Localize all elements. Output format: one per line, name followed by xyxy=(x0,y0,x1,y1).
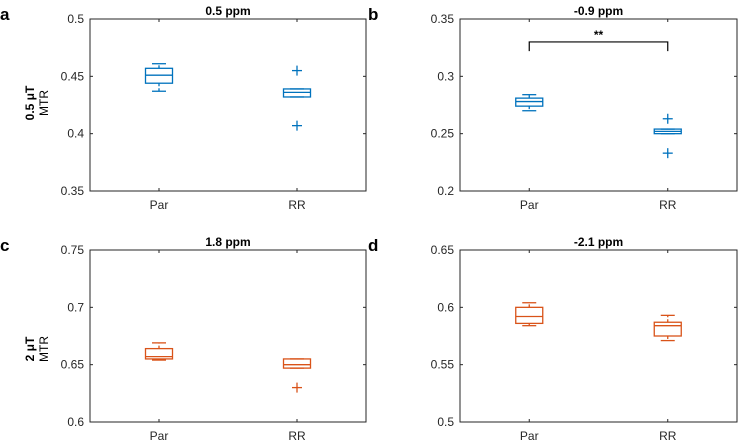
y-tick-label: 0.55 xyxy=(431,358,455,372)
y-tick-label: 0.25 xyxy=(431,127,455,141)
row-label-bottom-sub: MTR xyxy=(37,336,51,362)
significance-label: ** xyxy=(594,28,604,42)
axes-frame xyxy=(89,18,367,192)
outlier-marker xyxy=(662,148,673,159)
x-tick-label: Par xyxy=(520,198,539,212)
y-tick-label: 0.5 xyxy=(67,12,84,26)
box-rr xyxy=(282,358,312,393)
panel-c: c 1.8 ppm 0.6 0.65 0.7 0.75 Par RR xyxy=(0,235,367,442)
x-tick-label: RR xyxy=(288,429,306,442)
y-tick-label: 0.35 xyxy=(431,12,455,26)
panel-letter: c xyxy=(0,236,9,255)
panel-letter: b xyxy=(368,5,378,24)
panels: a 0.5 ppm 0.35 0.4 0.45 0.5 Par RR b -0.9 ppm 0.2 0… xyxy=(0,4,738,442)
row-label-top-value: 0.5 μT xyxy=(23,85,37,120)
panel-a: a 0.5 ppm 0.35 0.4 0.45 0.5 Par RR xyxy=(0,4,367,212)
y-tick-label: 0.65 xyxy=(61,358,85,372)
panel-d: d -2.1 ppm 0.5 0.55 0.6 0.65 Par RR xyxy=(368,235,738,442)
y-tick-label: 0.45 xyxy=(61,69,85,83)
y-tick-label: 0.6 xyxy=(437,300,454,314)
y-tick-label: 0.7 xyxy=(67,300,84,314)
row-label-top: 0.5 μT MTR xyxy=(23,85,51,120)
box-iqr xyxy=(515,306,544,325)
y-tick-label: 0.35 xyxy=(61,184,85,198)
outlier-marker xyxy=(292,120,302,131)
box-par xyxy=(515,94,544,112)
x-tick-label: RR xyxy=(659,198,677,212)
x-tick-label: Par xyxy=(520,429,539,442)
y-tick-label: 0.2 xyxy=(437,184,454,198)
x-tick-label: RR xyxy=(288,198,306,212)
y-tick-label: 0.75 xyxy=(61,243,85,257)
significance-bracket: ** xyxy=(528,28,669,52)
y-tick-label: 0.6 xyxy=(67,415,84,429)
box-iqr xyxy=(282,358,312,369)
x-tick-label: Par xyxy=(150,198,169,212)
panel-title: 1.8 ppm xyxy=(205,235,250,249)
y-tick-label: 0.65 xyxy=(431,243,455,257)
box-par xyxy=(144,342,174,361)
y-tick-label: 0.4 xyxy=(67,127,84,141)
outlier-marker xyxy=(292,382,302,393)
panel-b: b -0.9 ppm 0.2 0.25 0.3 0.35 Par RR ** xyxy=(368,4,738,212)
box-rr xyxy=(282,65,312,131)
row-label-bottom: 2 μT MTR xyxy=(23,336,51,362)
significance-line xyxy=(528,41,669,52)
box-iqr xyxy=(653,321,682,337)
panel-title: 0.5 ppm xyxy=(205,4,250,18)
box-par xyxy=(515,302,544,327)
panel-letter: d xyxy=(368,236,378,255)
row-label-bottom-value: 2 μT xyxy=(23,336,37,361)
row-label-top-sub: MTR xyxy=(37,90,51,116)
x-tick-label: Par xyxy=(150,429,169,442)
axes-frame xyxy=(459,249,738,423)
outlier-marker xyxy=(292,65,302,76)
y-tick-label: 0.5 xyxy=(437,415,454,429)
row-labels: 0.5 μT MTR 2 μT MTR xyxy=(23,85,51,362)
axes-frame xyxy=(459,18,738,192)
y-tick-label: 0.3 xyxy=(437,69,454,83)
box-rr xyxy=(653,314,682,342)
box-rr xyxy=(653,113,682,159)
box-iqr xyxy=(144,347,174,360)
panel-letter: a xyxy=(0,5,10,24)
x-tick-label: RR xyxy=(659,429,677,442)
panel-title: -0.9 ppm xyxy=(574,4,623,18)
box-par xyxy=(144,63,174,92)
outlier-marker xyxy=(662,113,673,124)
panel-title: -2.1 ppm xyxy=(574,235,623,249)
axes-frame xyxy=(89,249,367,423)
